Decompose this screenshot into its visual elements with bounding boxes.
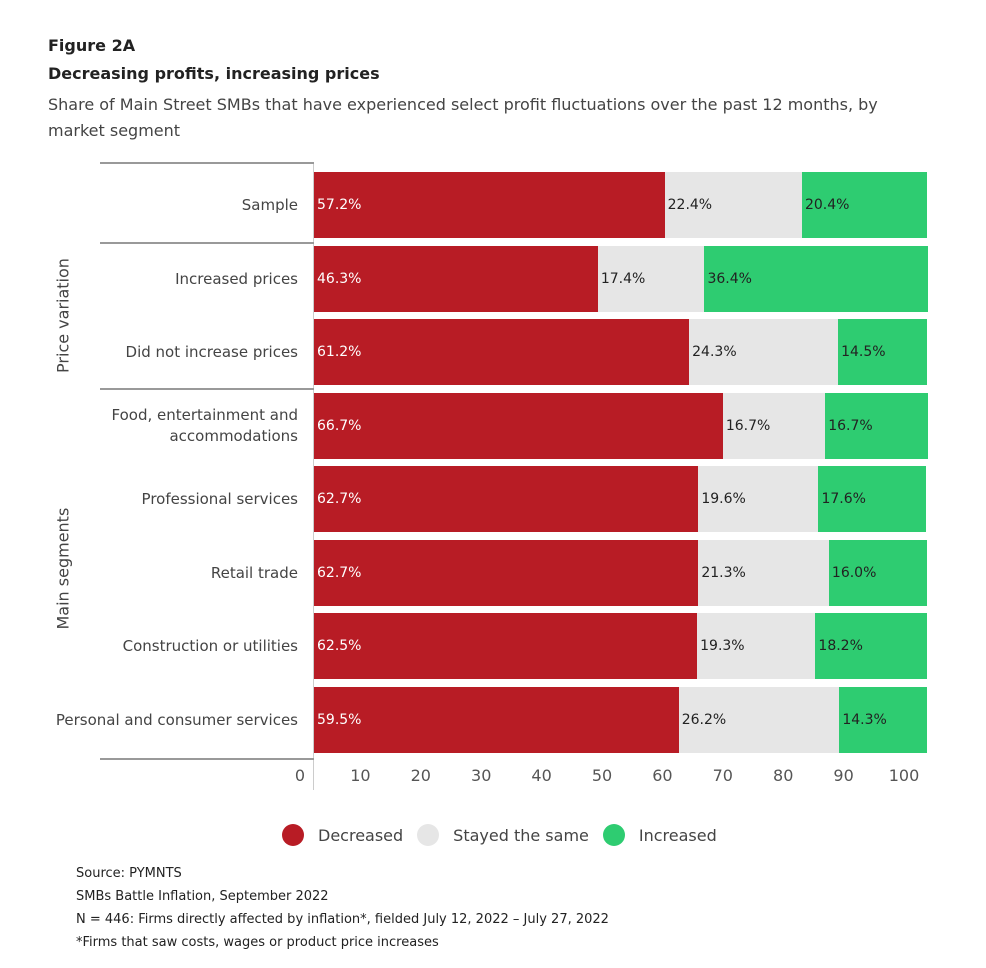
legend: Decreased Stayed the same Increased bbox=[282, 824, 731, 846]
x-tick-label: 80 bbox=[773, 766, 794, 785]
data-label: 59.5% bbox=[317, 712, 362, 728]
data-label: 66.7% bbox=[317, 418, 362, 434]
group-separator bbox=[100, 162, 314, 164]
data-label: 16.0% bbox=[831, 565, 877, 581]
group-separator bbox=[100, 758, 314, 760]
bar-segment bbox=[818, 466, 927, 532]
figure-label: Figure 2A bbox=[48, 36, 136, 55]
bar-segment bbox=[689, 319, 839, 385]
category-label: Increased prices bbox=[175, 270, 298, 288]
data-label: 22.4% bbox=[667, 197, 713, 213]
group-separator bbox=[100, 388, 314, 390]
category-label: Professional services bbox=[141, 490, 298, 508]
x-tick-label: 20 bbox=[410, 766, 431, 785]
x-tick-label: 90 bbox=[833, 766, 854, 785]
bar-segment bbox=[698, 540, 829, 606]
bar-segment bbox=[697, 613, 816, 679]
category-label: Construction or utilities bbox=[122, 637, 298, 655]
group-label: Main segments bbox=[53, 507, 73, 630]
note: Source: PYMNTS bbox=[76, 866, 182, 881]
data-label: 62.7% bbox=[317, 565, 362, 581]
data-label: 62.5% bbox=[317, 638, 362, 654]
category-label: Did not increase prices bbox=[125, 343, 298, 361]
x-tick-label: 60 bbox=[652, 766, 673, 785]
category-label: Personal and consumer services bbox=[55, 711, 298, 729]
bar-segment bbox=[828, 540, 927, 606]
chart-title: Decreasing profits, increasing prices bbox=[48, 64, 380, 83]
bar-segment bbox=[314, 687, 679, 753]
category-label: Sample bbox=[241, 196, 298, 214]
bar-segment bbox=[597, 246, 705, 312]
legend-item-decreased: Decreased bbox=[282, 824, 403, 846]
group-separator bbox=[100, 242, 314, 244]
data-label: 18.2% bbox=[818, 638, 863, 654]
bar-segment bbox=[314, 319, 690, 385]
x-tick-label: 0 bbox=[294, 766, 306, 785]
group-label: Price variation bbox=[53, 258, 73, 373]
x-tick-label: 10 bbox=[350, 766, 371, 785]
bar-segment bbox=[314, 540, 699, 606]
data-label: 57.2% bbox=[317, 197, 362, 213]
data-label: 46.3% bbox=[317, 271, 362, 287]
x-tick-label: 40 bbox=[531, 766, 552, 785]
note: SMBs Battle Inflation, September 2022 bbox=[76, 889, 329, 904]
data-label: 14.3% bbox=[842, 712, 887, 728]
chart-subtitle: Share of Main Street SMBs that have expe… bbox=[48, 95, 878, 140]
source-notes: Source: PYMNTS SMBs Battle Inflation, Se… bbox=[76, 862, 609, 954]
bar-segment bbox=[314, 172, 665, 238]
legend-item-stayed: Stayed the same bbox=[417, 824, 589, 846]
bar-segment bbox=[314, 393, 723, 459]
bar-segment bbox=[704, 246, 928, 312]
legend-label: Stayed the same bbox=[453, 825, 589, 845]
x-tick-label: 50 bbox=[591, 766, 613, 785]
data-label: 19.6% bbox=[701, 491, 746, 507]
note: N = 446: Firms directly affected by infl… bbox=[76, 912, 609, 927]
bar-segment bbox=[815, 613, 927, 679]
bar-segment bbox=[839, 687, 927, 753]
bar-segment bbox=[314, 613, 698, 679]
legend-item-increased: Increased bbox=[602, 824, 717, 846]
data-label: 19.3% bbox=[700, 638, 745, 654]
data-label: 14.5% bbox=[841, 344, 886, 360]
data-label: 17.4% bbox=[600, 271, 646, 287]
data-label: 62.7% bbox=[317, 491, 362, 507]
bar-segment bbox=[722, 393, 826, 459]
bar-segment bbox=[838, 319, 927, 385]
bar-segment bbox=[678, 687, 840, 753]
x-tick-label: 30 bbox=[471, 766, 492, 785]
bar-segment bbox=[314, 466, 699, 532]
legend-label: Increased bbox=[638, 825, 717, 845]
legend-swatch bbox=[417, 824, 440, 846]
legend-swatch bbox=[282, 824, 304, 846]
bar-segment bbox=[801, 172, 927, 238]
x-tick-label: 100 bbox=[888, 766, 920, 785]
data-label: 17.6% bbox=[821, 491, 866, 507]
data-label: 20.4% bbox=[804, 197, 850, 213]
legend-label: Decreased bbox=[318, 825, 404, 845]
legend-swatch bbox=[602, 824, 625, 846]
data-label: 61.2% bbox=[317, 344, 362, 360]
data-label: 21.3% bbox=[701, 565, 746, 581]
x-tick-label: 70 bbox=[712, 766, 733, 785]
y-axis-line bbox=[313, 162, 314, 790]
bar-segment bbox=[825, 393, 928, 459]
bar-segment bbox=[314, 246, 598, 312]
data-label: 16.7% bbox=[725, 418, 771, 434]
data-label: 36.4% bbox=[707, 271, 752, 287]
data-label: 24.3% bbox=[692, 344, 737, 360]
data-label: 16.7% bbox=[828, 418, 873, 434]
note: *Firms that saw costs, wages or product … bbox=[76, 935, 439, 950]
category-label: Food, entertainment and accommodations bbox=[111, 406, 298, 445]
bar-segment bbox=[664, 172, 802, 238]
bar-segment bbox=[698, 466, 819, 532]
data-label: 26.2% bbox=[681, 712, 727, 728]
category-label: Retail trade bbox=[210, 564, 298, 582]
